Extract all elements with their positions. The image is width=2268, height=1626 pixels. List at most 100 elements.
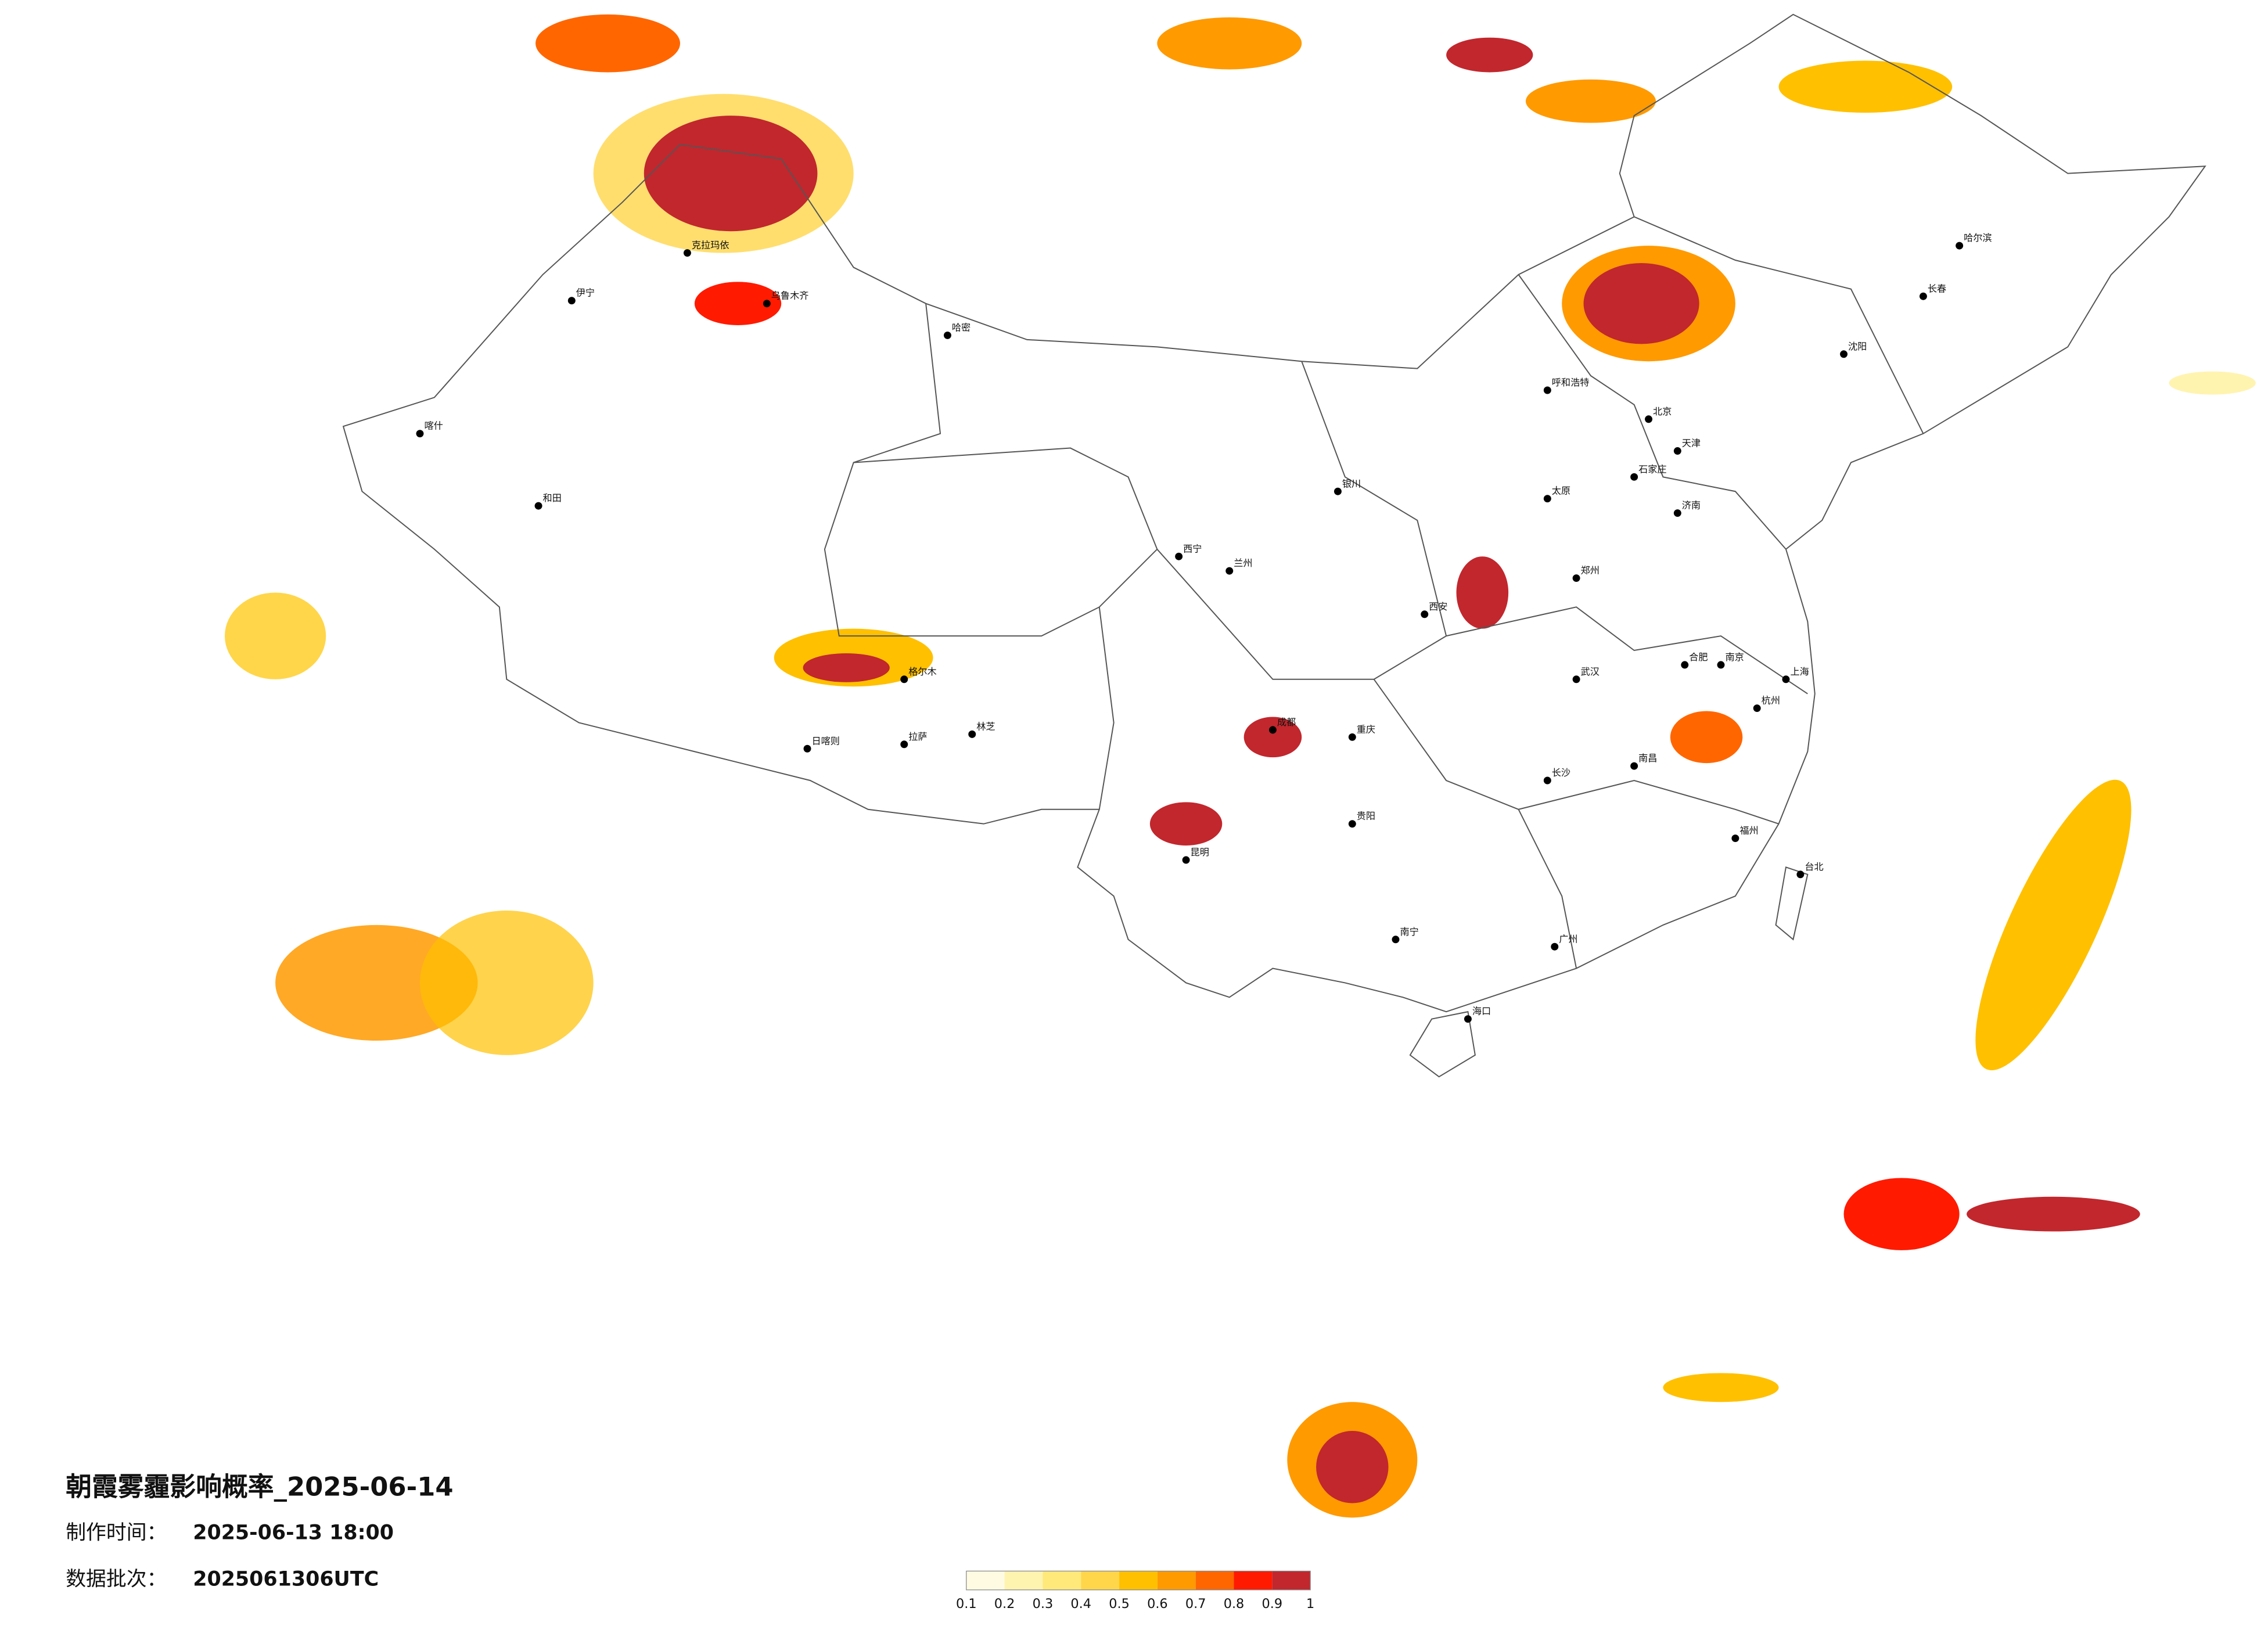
city-dot xyxy=(1182,856,1190,864)
city-label: 郑州 xyxy=(1581,565,1600,576)
city-label: 成都 xyxy=(1277,717,1296,728)
colorbar-tick-label: 0.1 xyxy=(956,1596,977,1611)
city-label: 呼和浩特 xyxy=(1552,377,1590,388)
city-label: 林芝 xyxy=(976,721,995,732)
city-dot xyxy=(1551,942,1559,951)
colorbar-frame xyxy=(966,1570,1311,1591)
city-dot xyxy=(1673,447,1681,455)
city-dot xyxy=(1645,415,1653,423)
city-label: 台北 xyxy=(1805,861,1823,872)
city-label: 广州 xyxy=(1559,933,1577,944)
city-label: 福州 xyxy=(1739,825,1758,836)
city-dot xyxy=(900,740,908,749)
city-label: 南京 xyxy=(1725,652,1744,663)
colorbar-segment xyxy=(1272,1571,1311,1590)
colorbar-tick-label: 0.9 xyxy=(1262,1596,1283,1611)
city-label: 兰州 xyxy=(1234,557,1252,569)
colorbar-segment xyxy=(1157,1571,1196,1590)
city-dot xyxy=(1796,870,1805,879)
city-dot xyxy=(416,430,424,438)
city-dot xyxy=(683,249,691,257)
city-label: 海口 xyxy=(1472,1006,1491,1017)
city-dot xyxy=(1348,733,1356,741)
city-dot xyxy=(1717,661,1725,669)
city-label: 太原 xyxy=(1552,485,1570,497)
city-dot xyxy=(1731,834,1739,843)
city-dot xyxy=(1543,776,1551,785)
city-dot xyxy=(1572,675,1580,684)
city-label: 乌鲁木齐 xyxy=(771,290,809,301)
city-dot xyxy=(1681,661,1689,669)
city-label: 贵阳 xyxy=(1357,811,1375,822)
city-label: 沈阳 xyxy=(1848,341,1867,352)
city-label: 长沙 xyxy=(1552,767,1570,778)
city-label: 日喀则 xyxy=(811,735,839,746)
city-label: 合肥 xyxy=(1689,652,1708,663)
colorbar-tick-label: 0.4 xyxy=(1070,1596,1091,1611)
city-label: 西宁 xyxy=(1183,543,1202,554)
made-time: 2025-06-13 18:00 xyxy=(193,1521,394,1545)
colorbar-tick-label: 0.3 xyxy=(1033,1596,1054,1611)
colorbar-segment xyxy=(966,1571,1005,1590)
city-dot xyxy=(1630,762,1638,770)
city-dot xyxy=(1421,610,1429,618)
city-dot xyxy=(534,502,542,510)
city-dot xyxy=(1392,936,1400,944)
colorbar-segment xyxy=(1081,1571,1120,1590)
colorbar-tick-label: 0.7 xyxy=(1185,1596,1206,1611)
city-dot xyxy=(1956,242,1964,250)
city-dot xyxy=(1753,704,1761,713)
city-label: 石家庄 xyxy=(1638,463,1666,474)
colorbar-tick-label: 0.6 xyxy=(1147,1596,1168,1611)
city-dot xyxy=(968,730,976,738)
colorbar-segment xyxy=(1004,1571,1043,1590)
colorbar: 0.1 0.2 0.3 0.4 0.5 0.6 0.7 0.8 0.9 1 xyxy=(956,1570,1314,1611)
colorbar-tick-label: 1 xyxy=(1306,1596,1314,1611)
city-dot xyxy=(567,297,576,305)
colorbar-tick-label: 0.2 xyxy=(994,1596,1015,1611)
city-label: 武汉 xyxy=(1581,666,1600,677)
city-dot xyxy=(1630,473,1638,481)
city-dot xyxy=(763,300,771,308)
city-dot xyxy=(1840,350,1848,358)
city-label: 昆明 xyxy=(1191,847,1209,858)
city-label: 喀什 xyxy=(424,420,443,431)
city-dot xyxy=(1348,820,1356,828)
batch: 2025061306UTC xyxy=(193,1567,379,1591)
city-label: 天津 xyxy=(1682,438,1701,449)
city-dot xyxy=(1673,509,1681,517)
city-dot xyxy=(1464,1015,1472,1023)
city-dot xyxy=(900,675,908,684)
city-dot xyxy=(1268,726,1277,734)
city-dot xyxy=(1225,567,1234,575)
colorbar-segment xyxy=(1195,1571,1234,1590)
city-dot xyxy=(1543,495,1551,503)
probability-field xyxy=(224,14,2256,1518)
city-dot xyxy=(1572,574,1580,582)
city-dot xyxy=(943,331,951,339)
city-label: 长春 xyxy=(1928,283,1946,294)
city-label: 哈尔滨 xyxy=(1964,232,1992,243)
colorbar-segment xyxy=(1234,1571,1273,1590)
city-label: 南昌 xyxy=(1638,753,1657,764)
city-label: 南宁 xyxy=(1400,926,1418,937)
colorbar-tick-label: 0.8 xyxy=(1224,1596,1245,1611)
city-label: 格尔木 xyxy=(908,666,936,677)
city-label: 和田 xyxy=(543,492,562,503)
batch-label: 数据批次： xyxy=(66,1567,167,1591)
colorbar-segment xyxy=(1119,1571,1158,1590)
city-dot xyxy=(1334,487,1342,495)
city-label: 哈密 xyxy=(952,322,971,333)
colorbar-tick-label: 0.5 xyxy=(1109,1596,1130,1611)
city-dot xyxy=(1782,675,1790,684)
colorbar-segment xyxy=(1043,1571,1081,1590)
city-dot xyxy=(1543,386,1551,394)
city-label: 克拉玛依 xyxy=(692,240,729,251)
city-label: 北京 xyxy=(1653,406,1672,417)
map-title: 朝霞雾霾影响概率_2025-06-14 xyxy=(66,1472,453,1502)
city-dot xyxy=(803,744,811,753)
city-label: 拉萨 xyxy=(908,731,927,742)
city-label: 重庆 xyxy=(1357,724,1375,735)
